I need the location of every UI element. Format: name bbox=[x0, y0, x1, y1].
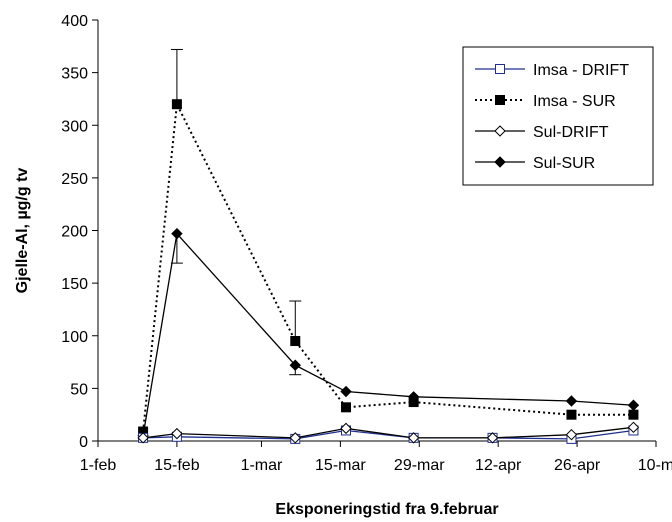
series-line bbox=[143, 426, 634, 439]
y-tick-label: 200 bbox=[61, 224, 88, 241]
data-point bbox=[627, 421, 640, 434]
data-point bbox=[407, 391, 420, 403]
legend-marker bbox=[495, 64, 505, 74]
y-tick-label: 150 bbox=[61, 276, 88, 293]
data-point bbox=[341, 402, 351, 413]
data-point bbox=[137, 432, 149, 444]
data-point bbox=[340, 422, 352, 435]
data-point bbox=[340, 385, 352, 398]
legend-marker bbox=[494, 125, 506, 137]
plot-area bbox=[137, 48, 640, 444]
legend-label: Sul-DRIFT bbox=[533, 124, 609, 141]
x-tick-label: 29-mar bbox=[394, 457, 445, 474]
data-point bbox=[486, 432, 499, 444]
series-line bbox=[143, 429, 634, 440]
data-point bbox=[628, 409, 639, 420]
data-point bbox=[289, 359, 301, 371]
y-tick-label: 50 bbox=[70, 381, 88, 398]
data-point bbox=[171, 427, 183, 440]
legend-item: Sul-SUR bbox=[475, 155, 595, 172]
x-tick-label: 26-apr bbox=[554, 457, 601, 474]
x-tick-label: 10-m bbox=[638, 457, 672, 474]
data-point bbox=[289, 432, 301, 444]
x-tick-label: 1-mar bbox=[241, 457, 283, 474]
data-point bbox=[566, 409, 577, 420]
series-sul-drift bbox=[137, 421, 640, 444]
series-sul-sur bbox=[137, 227, 640, 442]
legend-label: Sul-SUR bbox=[533, 155, 595, 172]
data-point bbox=[627, 399, 640, 411]
y-tick-label: 300 bbox=[61, 118, 88, 135]
y-tick-label: 250 bbox=[61, 171, 88, 188]
data-point bbox=[407, 432, 420, 444]
axes: 0 50 100 150 200 250 300 350 400 1-feb 15-feb 1-mar… bbox=[61, 13, 672, 474]
legend-item: Imsa - DRIFT bbox=[475, 62, 629, 79]
y-tick-label: 400 bbox=[61, 13, 88, 30]
x-tick-label: 12-apr bbox=[475, 457, 522, 474]
legend-item: Imsa - SUR bbox=[475, 93, 616, 110]
data-point bbox=[565, 428, 578, 441]
x-axis-title: Eksponeringstid fra 9.februar bbox=[275, 501, 498, 518]
x-tick-label: 1-feb bbox=[80, 457, 117, 474]
data-point bbox=[171, 99, 182, 110]
legend: Imsa - DRIFT Imsa - SUR Sul-DRIFT Sul-SUR bbox=[462, 46, 654, 186]
y-axis-title: Gjelle-Al, µg/g tv bbox=[14, 168, 31, 294]
y-tick-label: 100 bbox=[61, 329, 88, 346]
legend-marker bbox=[495, 95, 505, 105]
data-point bbox=[290, 336, 301, 347]
legend-item: Sul-DRIFT bbox=[475, 124, 609, 141]
series-line bbox=[142, 232, 634, 436]
legend-marker bbox=[494, 156, 506, 168]
y-tick-label: 350 bbox=[61, 66, 88, 83]
data-point bbox=[171, 227, 183, 240]
legend-label: Imsa - DRIFT bbox=[533, 62, 629, 79]
x-tick-label: 15-mar bbox=[315, 457, 366, 474]
y-tick-label: 0 bbox=[79, 434, 88, 451]
legend-label: Imsa - SUR bbox=[533, 93, 616, 110]
x-tick-label: 15-feb bbox=[154, 457, 199, 474]
data-point bbox=[565, 395, 578, 407]
